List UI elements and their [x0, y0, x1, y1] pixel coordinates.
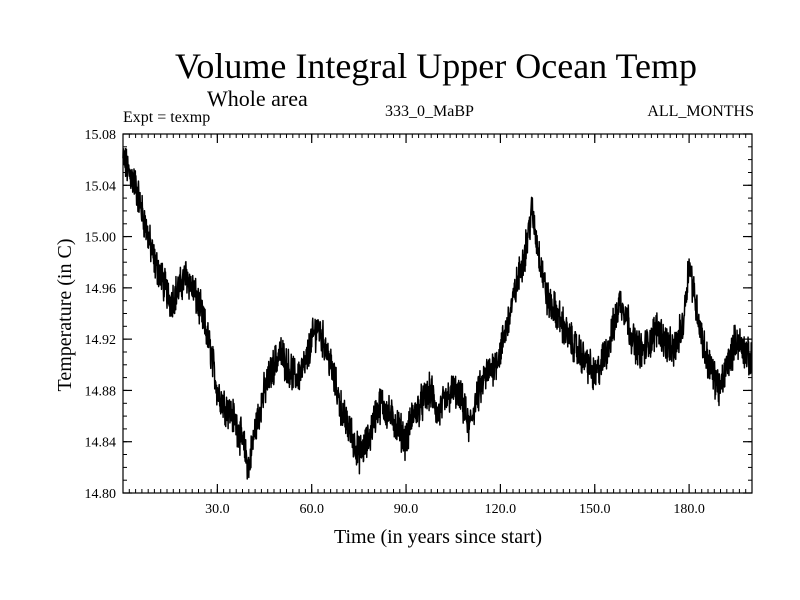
- y-tick-label: 15.04: [85, 179, 117, 194]
- x-tick-label: 90.0: [394, 502, 419, 517]
- y-tick-label: 14.84: [85, 436, 117, 451]
- y-tick-label: 15.00: [85, 231, 117, 246]
- x-tick-label: 180.0: [673, 502, 705, 517]
- y-tick-label: 14.80: [85, 487, 117, 502]
- x-tick-label: 30.0: [205, 502, 230, 517]
- x-tick-label: 60.0: [299, 502, 324, 517]
- plot-frame: [122, 133, 753, 494]
- period-label: ALL_MONTHS: [647, 103, 754, 120]
- series-line: [122, 147, 753, 480]
- chart-title: Volume Integral Upper Ocean Temp: [175, 46, 697, 86]
- x-tick-label: 150.0: [579, 502, 611, 517]
- y-tick-label: 14.88: [85, 384, 117, 399]
- experiment-label: Expt = texmp: [123, 109, 211, 126]
- y-tick-label: 15.08: [85, 128, 117, 143]
- y-tick-label: 14.92: [85, 333, 117, 348]
- y-tick-label: 14.96: [85, 282, 117, 297]
- chart-subtitle: Whole area: [207, 86, 308, 111]
- run-name-label: 333_0_MaBP: [385, 103, 474, 120]
- x-axis-label: Time (in years since start): [333, 526, 543, 548]
- x-tick-label: 120.0: [485, 502, 517, 517]
